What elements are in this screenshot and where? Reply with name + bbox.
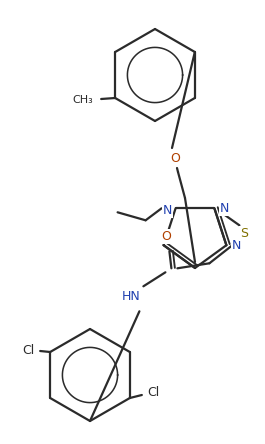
Text: N: N bbox=[220, 202, 229, 215]
Text: N: N bbox=[232, 239, 241, 252]
Text: Cl: Cl bbox=[22, 344, 34, 357]
Text: N: N bbox=[163, 204, 172, 217]
Text: O: O bbox=[170, 151, 180, 164]
Text: CH₃: CH₃ bbox=[72, 95, 93, 105]
Text: S: S bbox=[240, 227, 248, 240]
Text: Cl: Cl bbox=[148, 386, 160, 400]
Text: O: O bbox=[161, 230, 171, 243]
Text: HN: HN bbox=[122, 290, 141, 303]
